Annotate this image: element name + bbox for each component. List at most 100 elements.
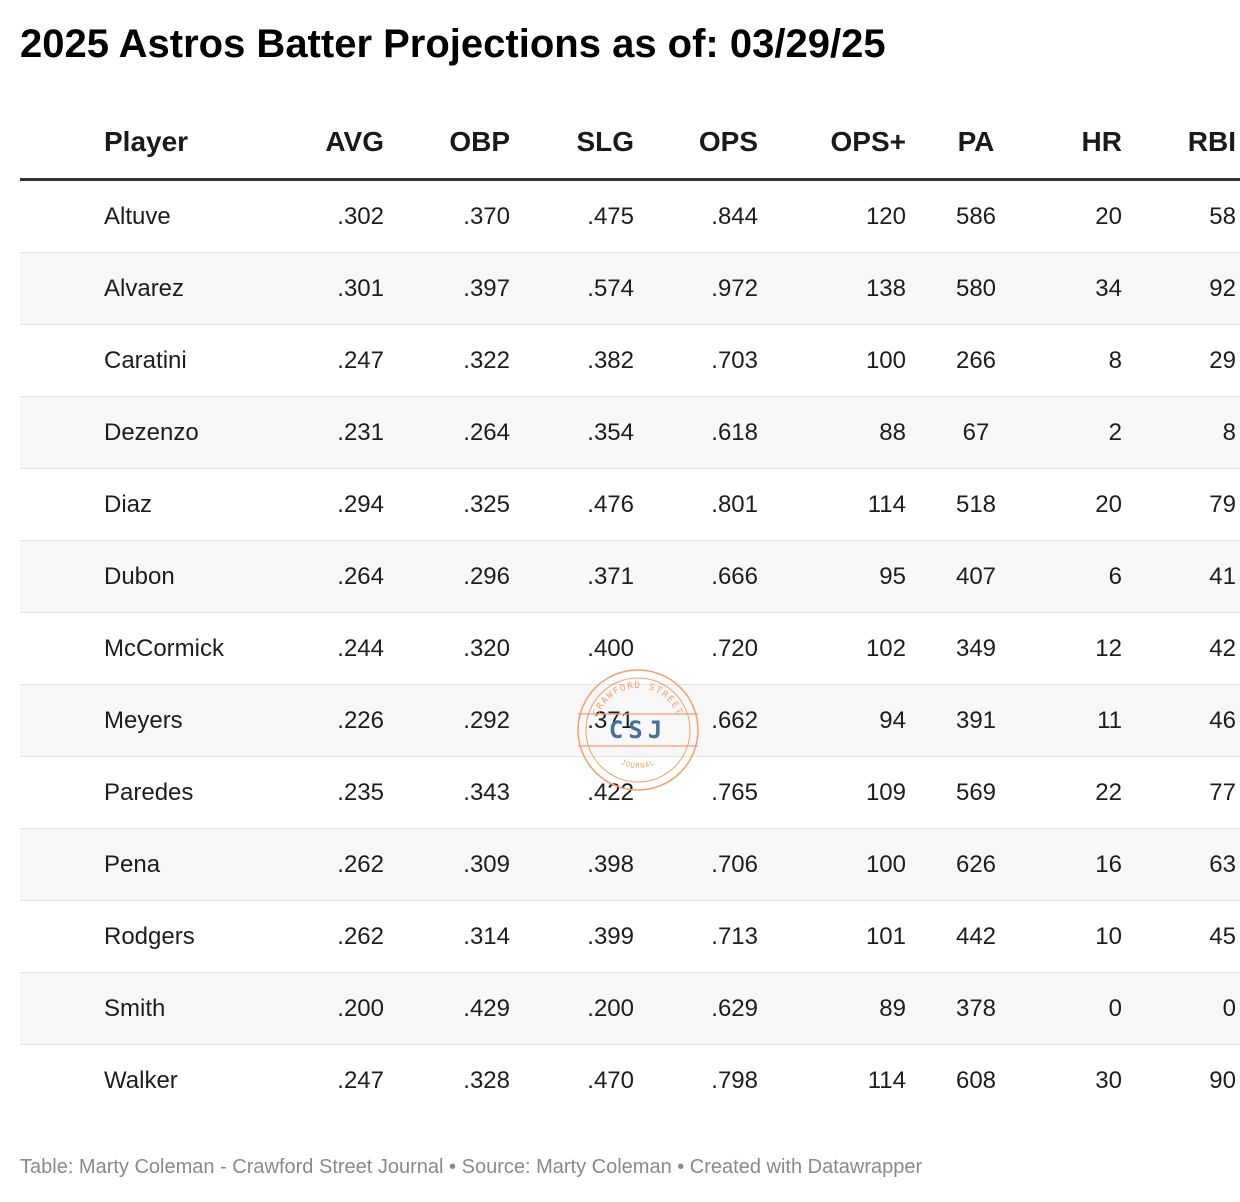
cell-slg: .400: [526, 612, 650, 685]
cell-ops-plus: 114: [774, 468, 922, 541]
footer-text: Table: Marty Coleman - Crawford Street J…: [20, 1156, 923, 1178]
cell-ops: .720: [650, 612, 774, 685]
cell-hr: 16: [1030, 828, 1138, 901]
cell-rbi: 29: [1138, 324, 1240, 397]
table-row: Meyers .226.292.371.662 94 391 11 46: [20, 684, 1240, 757]
table-row: Dubon .264.296.371.666 95 407 6 41: [20, 540, 1240, 613]
cell-rbi: 42: [1138, 612, 1240, 685]
cell-obp: .264: [400, 396, 526, 469]
cell-hr: 20: [1030, 468, 1138, 541]
table-row: Dezenzo .231.264.354.618 88 67 2 8: [20, 396, 1240, 469]
cell-ops: .765: [650, 756, 774, 829]
cell-slg: .399: [526, 900, 650, 973]
cell-avg: .247: [337, 1066, 384, 1094]
cell-slg: .371: [526, 540, 650, 613]
cell-ops-plus: 120: [774, 179, 922, 253]
cell-pa: 378: [922, 972, 1030, 1045]
cell-avg: .235: [276, 756, 400, 829]
cell-obp: .397: [400, 252, 526, 325]
cell-slg: .470: [587, 1066, 634, 1094]
table-row: Altuve .302.370.475.844 120 586 20 58: [20, 179, 1240, 253]
cell-obp: .320: [400, 612, 526, 685]
cell-hr: 11: [1030, 684, 1138, 757]
cell-pa: 67: [922, 396, 1030, 469]
cell-avg: .264: [276, 540, 400, 613]
cell-player: Pena: [20, 828, 276, 901]
cell-ops: .798: [711, 1066, 758, 1094]
cell-obp: .429: [400, 972, 526, 1045]
table-footer-credits: Table: Marty Coleman - Crawford Street J…: [20, 1156, 922, 1179]
cell-pa: 442: [922, 900, 1030, 973]
cell-player: McCormick: [20, 612, 276, 685]
cell-ops-plus: 88: [774, 396, 922, 469]
cell-hr: 0: [1030, 972, 1138, 1045]
cell-obp: .309: [400, 828, 526, 901]
cell-slg: .398: [526, 828, 650, 901]
table-row: McCormick .244.320.400.720 102 349 12 42: [20, 612, 1240, 685]
column-header-ops: OPS: [650, 106, 774, 181]
cell-avg: .262: [276, 828, 400, 901]
cell-avg: .301: [276, 252, 400, 325]
cell-avg: .247: [276, 324, 400, 397]
projections-table: Player AVG OBP SLG OPS OPS+ PA HR RBI Altuve .302…: [20, 106, 1240, 1116]
cell-pa: 608: [955, 1066, 997, 1094]
cell-player: Altuve: [20, 179, 276, 253]
table-header-row: Player AVG OBP SLG OPS OPS+ PA HR RBI: [20, 106, 1240, 181]
cell-rbi: 90: [1209, 1066, 1236, 1094]
cell-pa: 518: [922, 468, 1030, 541]
cell-obp: .292: [400, 684, 526, 757]
cell-pa: 580: [922, 252, 1030, 325]
cell-ops: .801: [650, 468, 774, 541]
cell-avg: .302: [276, 179, 400, 253]
cell-ops-plus: 114: [867, 1066, 906, 1094]
cell-obp: .328: [463, 1066, 510, 1094]
cell-obp: .296: [400, 540, 526, 613]
cell-ops: .618: [650, 396, 774, 469]
cell-obp: .343: [400, 756, 526, 829]
cell-ops-plus: 101: [774, 900, 922, 973]
cell-player: Paredes: [20, 756, 276, 829]
cell-ops-plus: 109: [774, 756, 922, 829]
cell-avg: .226: [276, 684, 400, 757]
cell-hr: 34: [1030, 252, 1138, 325]
cell-ops-plus: 100: [774, 324, 922, 397]
cell-pa: 266: [922, 324, 1030, 397]
cell-hr: 12: [1030, 612, 1138, 685]
column-header-avg: AVG: [276, 106, 400, 181]
column-header-slg: SLG: [526, 106, 650, 181]
cell-rbi: 63: [1138, 828, 1240, 901]
cell-ops-plus: 94: [774, 684, 922, 757]
cell-hr: 22: [1030, 756, 1138, 829]
cell-pa: 349: [922, 612, 1030, 685]
cell-pa: 407: [922, 540, 1030, 613]
cell-hr: 20: [1030, 179, 1138, 253]
cell-rbi: 77: [1138, 756, 1240, 829]
table-row: Paredes .235.343.422.765 109 569 22 77: [20, 756, 1240, 829]
cell-player: Meyers: [20, 684, 276, 757]
cell-ops-plus: 89: [774, 972, 922, 1045]
cell-slg: .476: [526, 468, 650, 541]
table-row: Rodgers .262.314.399.713 101 442 10 45: [20, 900, 1240, 973]
cell-hr: 8: [1030, 324, 1138, 397]
cell-slg: .382: [526, 324, 650, 397]
column-header-pa: PA: [922, 106, 1030, 181]
cell-ops-plus: 100: [774, 828, 922, 901]
cell-ops: .703: [650, 324, 774, 397]
cell-avg: .231: [276, 396, 400, 469]
cell-pa: 569: [922, 756, 1030, 829]
cell-ops-plus: 95: [774, 540, 922, 613]
cell-hr: 10: [1030, 900, 1138, 973]
column-header-obp: OBP: [400, 106, 526, 181]
cell-ops: .713: [650, 900, 774, 973]
cell-rbi: 41: [1138, 540, 1240, 613]
cell-slg: .475: [526, 179, 650, 253]
cell-hr: 2: [1030, 396, 1138, 469]
cell-avg: .200: [276, 972, 400, 1045]
column-header-player: Player: [20, 106, 276, 181]
cell-slg: .371: [526, 684, 650, 757]
cell-player: Rodgers: [20, 900, 276, 973]
column-header-rbi: RBI: [1138, 106, 1240, 181]
cell-ops: .706: [650, 828, 774, 901]
cell-hr: 6: [1030, 540, 1138, 613]
cell-avg: .294: [276, 468, 400, 541]
